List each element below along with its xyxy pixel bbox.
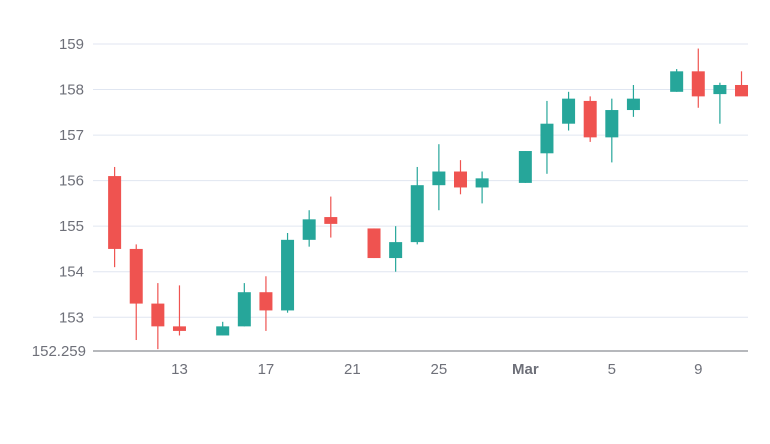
x-tick-label: 13 [171, 361, 188, 378]
x-tick-label: 9 [694, 361, 702, 378]
y-axis-labels: 159 158 157 156 155 154 153 152.259 [32, 36, 86, 360]
y-tick-label: 153 [59, 309, 84, 326]
candle [281, 233, 295, 313]
candle-body [410, 185, 424, 243]
candle [410, 166, 424, 245]
candle [735, 71, 749, 97]
grid-lines [93, 43, 748, 318]
candle-body [151, 303, 165, 327]
candle [540, 100, 554, 174]
candle-body [713, 84, 727, 95]
candle [713, 82, 727, 124]
candle-body [432, 171, 446, 186]
candle [302, 210, 316, 247]
candle-body [691, 71, 705, 97]
candle [475, 171, 489, 204]
candle-body [670, 71, 684, 92]
y-tick-label: 155 [59, 218, 84, 235]
candle [562, 91, 576, 131]
candle-body [453, 171, 467, 188]
candle [583, 96, 597, 142]
candle-body [540, 123, 554, 154]
candle [324, 196, 338, 238]
candle [389, 226, 403, 272]
candle-body [237, 292, 251, 327]
candle-body [583, 100, 597, 138]
candle-body [605, 110, 619, 138]
candle [172, 285, 186, 336]
candle [453, 160, 467, 195]
candle [367, 228, 381, 259]
candles [108, 48, 749, 350]
candle [670, 69, 684, 92]
candle [108, 166, 122, 268]
x-tick-label: Mar [512, 361, 539, 378]
candle-body [626, 98, 640, 111]
x-tick-label: 25 [431, 361, 448, 378]
candle [518, 151, 532, 183]
candle [691, 48, 705, 108]
candle [216, 321, 230, 336]
candle-body [735, 84, 749, 97]
y-tick-label: 157 [59, 127, 84, 144]
candle-body [172, 326, 186, 331]
y-min-label: 152.259 [32, 343, 86, 360]
candle-body [129, 248, 143, 304]
candle [605, 98, 619, 163]
y-tick-label: 159 [59, 36, 84, 53]
candle [432, 144, 446, 211]
candle-body [108, 176, 122, 249]
candle-body [302, 219, 316, 240]
candle [129, 244, 143, 341]
x-tick-label: 21 [344, 361, 361, 378]
candle [626, 84, 640, 117]
candle-body [324, 217, 338, 224]
candle [151, 283, 165, 350]
candle [259, 276, 273, 331]
candle-body [259, 292, 273, 311]
y-tick-label: 158 [59, 82, 84, 99]
y-tick-label: 156 [59, 173, 84, 190]
candle-body [518, 151, 532, 183]
x-axis-labels: 13 17 21 25 Mar 5 9 [171, 361, 702, 378]
candle-body [216, 326, 230, 336]
candle-body [389, 242, 403, 259]
x-tick-label: 17 [258, 361, 275, 378]
y-tick-label: 154 [59, 264, 84, 281]
candle [237, 283, 251, 327]
candle-body [367, 228, 381, 259]
x-tick-label: 5 [608, 361, 616, 378]
candle-body [475, 178, 489, 188]
candle-body [562, 98, 576, 124]
candle-body [281, 239, 295, 311]
